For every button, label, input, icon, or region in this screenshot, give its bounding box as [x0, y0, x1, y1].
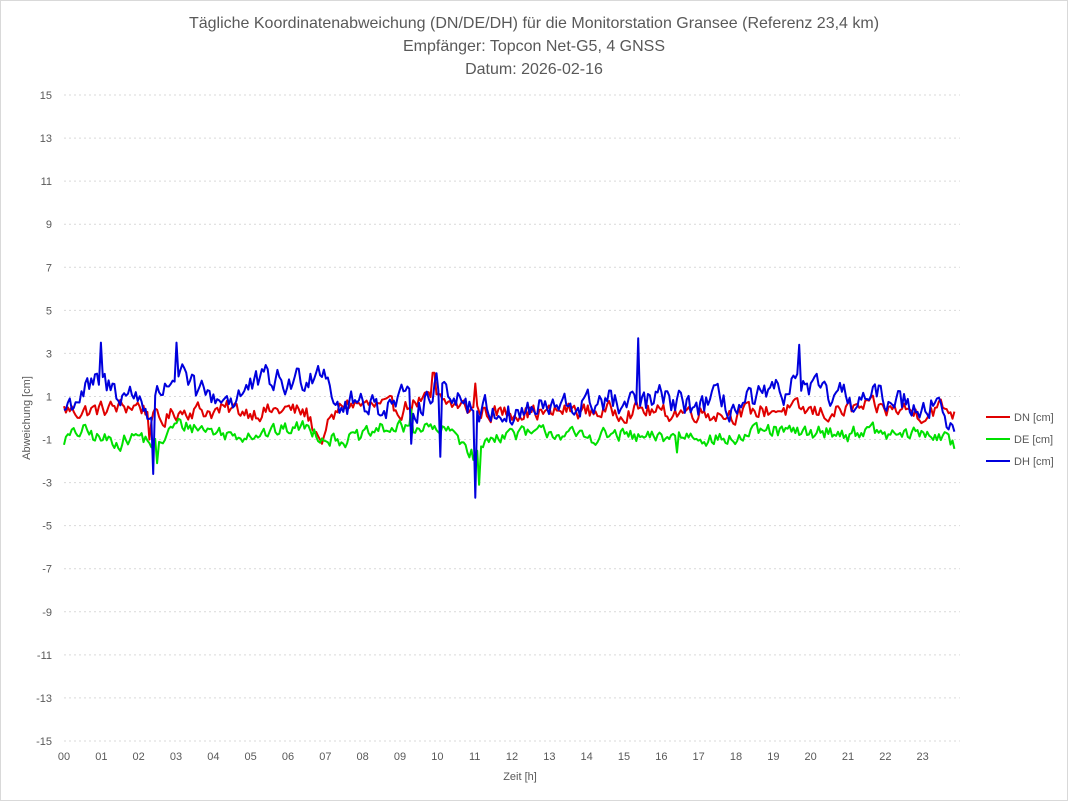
x-tick-label: 22	[879, 751, 891, 763]
legend-label: DH [cm]	[1014, 456, 1054, 468]
x-tick-label: 13	[543, 751, 555, 763]
y-tick-label: 7	[46, 262, 52, 274]
series-line-dh	[63, 337, 956, 499]
y-tick-label: 11	[41, 176, 52, 188]
chart-title-line-1: Tägliche Koordinatenabweichung (DN/DE/DH…	[189, 15, 879, 32]
y-tick-label: 9	[46, 219, 52, 231]
x-tick-label: 01	[95, 751, 107, 763]
x-tick-label: 02	[133, 751, 145, 763]
y-tick-label: -9	[42, 607, 52, 619]
y-tick-label: 3	[46, 348, 52, 360]
y-tick-label: -7	[42, 564, 52, 576]
x-tick-label: 16	[655, 751, 667, 763]
y-tick-label: -11	[37, 650, 52, 662]
x-tick-label: 17	[693, 751, 705, 763]
legend: DN [cm] DE [cm] DH [cm]	[986, 412, 1054, 468]
x-tick-labels: 00 01 02 03 04 05 06 07 08 09 10 11 12 13 14 15 16 17 18 19…	[58, 751, 929, 763]
y-tick-label: -1	[42, 435, 52, 447]
y-axis-title: Abweichung [cm]	[21, 376, 33, 460]
gridlines	[64, 94, 960, 742]
x-tick-label: 09	[394, 751, 406, 763]
x-tick-label: 23	[917, 751, 929, 763]
x-tick-label: 19	[767, 751, 779, 763]
x-tick-label: 14	[581, 751, 593, 763]
x-tick-label: 15	[618, 751, 630, 763]
x-tick-label: 00	[58, 751, 70, 763]
x-tick-label: 21	[842, 751, 854, 763]
x-tick-label: 03	[170, 751, 182, 763]
y-tick-label: -15	[36, 736, 52, 748]
y-tick-label: 5	[46, 305, 52, 317]
x-tick-label: 18	[730, 751, 742, 763]
chart-title-line-2: Empfänger: Topcon Net-G5, 4 GNSS	[403, 38, 665, 55]
x-tick-label: 08	[357, 751, 369, 763]
y-tick-label: -5	[42, 521, 52, 533]
x-axis-title: Zeit [h]	[503, 771, 537, 783]
x-tick-label: 07	[319, 751, 331, 763]
x-tick-label: 11	[469, 751, 480, 763]
x-tick-label: 12	[506, 751, 518, 763]
y-tick-label: 1	[46, 391, 52, 403]
x-tick-label: 05	[245, 751, 257, 763]
y-tick-labels: 15 13 11 9 7 5 3 1 -1 -3 -5 -7 -9 -11 -13 -15	[36, 90, 52, 748]
series-lines	[63, 337, 956, 499]
legend-label: DE [cm]	[1014, 434, 1053, 446]
chart-title-line-3: Datum: 2026-02-16	[465, 61, 603, 78]
x-tick-label: 20	[805, 751, 817, 763]
x-tick-label: 04	[207, 751, 219, 763]
y-tick-label: -3	[42, 478, 52, 490]
y-tick-label: 15	[40, 90, 52, 102]
y-tick-label: -13	[36, 693, 52, 705]
series-line-de	[63, 408, 956, 486]
y-tick-label: 13	[40, 133, 52, 145]
x-tick-label: 06	[282, 751, 294, 763]
legend-label: DN [cm]	[1014, 412, 1054, 424]
x-tick-label: 10	[431, 751, 443, 763]
